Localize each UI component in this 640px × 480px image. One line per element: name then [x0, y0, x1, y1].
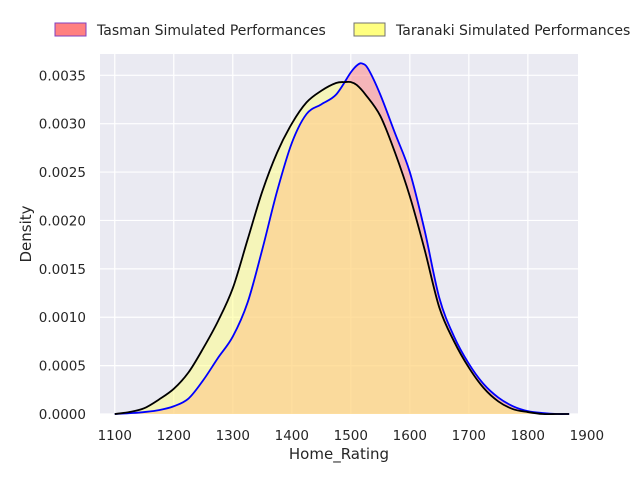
x-tick-label: 1100 [98, 428, 132, 444]
x-tick-label: 1300 [216, 428, 250, 444]
y-tick-labels: 0.0000 0.0005 0.0010 0.0015 0.0020 0.0025 0.00… [39, 68, 86, 423]
x-tick-label: 1200 [157, 428, 191, 444]
y-tick-label: 0.0035 [39, 68, 86, 84]
y-tick-label: 0.0010 [39, 310, 86, 326]
y-axis-label: Density [17, 205, 35, 262]
legend-label-tasman: Tasman Simulated Performances [96, 23, 326, 39]
x-tick-label: 1400 [275, 428, 309, 444]
y-tick-label: 0.0005 [39, 359, 86, 375]
y-tick-label: 0.0020 [39, 213, 86, 229]
x-axis-label: Home_Rating [289, 445, 389, 464]
y-tick-label: 0.0030 [39, 117, 86, 133]
legend: Tasman Simulated Performances Taranaki S… [54, 22, 630, 39]
x-tick-label: 1900 [570, 428, 604, 444]
x-tick-label: 1500 [334, 428, 368, 444]
x-tick-label: 1700 [452, 428, 486, 444]
x-tick-label: 1600 [393, 428, 427, 444]
y-tick-label: 0.0000 [39, 407, 86, 423]
density-line-series-0 [114, 62, 570, 415]
x-tick-labels: 1100 1200 1300 1400 1500 1600 1700 1800 1900 [98, 428, 604, 444]
legend-swatch-taranaki [353, 22, 386, 37]
density-lines [114, 62, 570, 416]
density-line-series-1 [114, 80, 570, 416]
density-area-series-1 [114, 81, 570, 415]
legend-swatch-tasman [54, 22, 87, 37]
y-tick-label: 0.0025 [39, 165, 86, 181]
y-tick-label: 0.0015 [39, 262, 86, 278]
x-tick-label: 1800 [511, 428, 545, 444]
density-areas [114, 63, 570, 415]
legend-label-taranaki: Taranaki Simulated Performances [395, 23, 630, 39]
